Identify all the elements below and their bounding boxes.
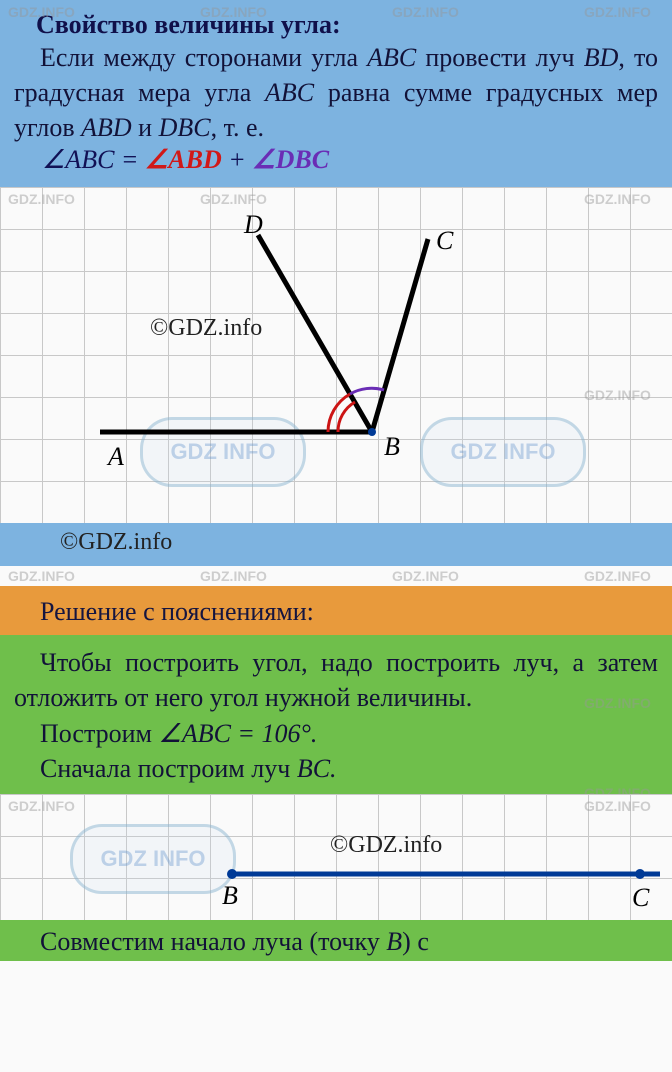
theory-block: GDZ.INFO GDZ.INFO GDZ.INFO GDZ.INFO Свой… [0, 0, 672, 187]
formula-plus: + [222, 145, 253, 174]
diagram-ray: GDZ.INFO GDZ.INFO GDZ INFO B C ©GDZ.info [0, 794, 672, 920]
solution-p1: Чтобы построить угол, надо по­строить лу… [14, 645, 658, 715]
formula-eq: = [114, 145, 145, 174]
solution-p3: Сначала построим луч BC. [14, 751, 658, 786]
point-b2 [227, 869, 237, 879]
arc-dbc [350, 389, 384, 395]
point-c2 [635, 869, 645, 879]
solution-p2b: ∠ABC = 106°. [159, 719, 318, 748]
label-c: C [436, 226, 454, 255]
label-c2: C [632, 883, 650, 912]
solution-p3b: BC. [297, 754, 337, 783]
theory-title: Свойство величины угла: [14, 10, 658, 40]
gap-row: GDZ.INFO GDZ.INFO GDZ.INFO GDZ.INFO [0, 566, 672, 586]
label-a: A [106, 442, 124, 471]
solution-p3a: Сначала построим луч [40, 754, 297, 783]
credit-text: ©GDZ.info [0, 529, 672, 556]
formula-term-dbc: ∠DBC [252, 145, 329, 174]
watermark: GDZ.INFO [584, 568, 651, 584]
ray-svg: B C ©GDZ.info [0, 794, 672, 920]
bottom-band: Совместим начало луча (точку B) с [0, 920, 672, 961]
label-d: D [243, 210, 263, 239]
credit-band: ©GDZ.info [0, 523, 672, 566]
arc-abd-1 [338, 402, 355, 432]
label-b2: B [222, 881, 238, 910]
label-b: B [384, 432, 400, 461]
formula-term-abd: ∠ABD [145, 145, 222, 174]
solution-p2a: Построим [40, 719, 159, 748]
watermark: GDZ.INFO [392, 568, 459, 584]
bottom-text: Совместим начало луча (точку B) с [14, 924, 658, 959]
theory-paragraph: Если между сторонами угла ABC провести л… [14, 40, 658, 145]
page-root: GDZ.INFO GDZ.INFO GDZ.INFO GDZ.INFO Свой… [0, 0, 672, 961]
solution-block: Чтобы построить угол, надо по­строить лу… [0, 635, 672, 793]
formula-lhs: ∠ABC [42, 145, 114, 174]
angle-svg: A B C D ©GDZ.info [0, 187, 672, 523]
solution-p2: Построим ∠ABC = 106°. [14, 716, 658, 751]
ray-bc [372, 239, 428, 432]
point-b [368, 428, 376, 436]
watermark: GDZ.INFO [8, 568, 75, 584]
diagram-credit: ©GDZ.info [150, 315, 262, 341]
solution-heading: Решение с пояснениями: [40, 594, 658, 629]
watermark: GDZ.INFO [200, 568, 267, 584]
solution-heading-band: Решение с пояснениями: [0, 586, 672, 635]
diagram2-credit: ©GDZ.info [330, 832, 442, 858]
theory-formula: ∠ABC = ∠ABD + ∠DBC [14, 145, 658, 179]
diagram-angle: GDZ.INFO GDZ.INFO GDZ.INFO GDZ.INFO GDZ … [0, 187, 672, 523]
